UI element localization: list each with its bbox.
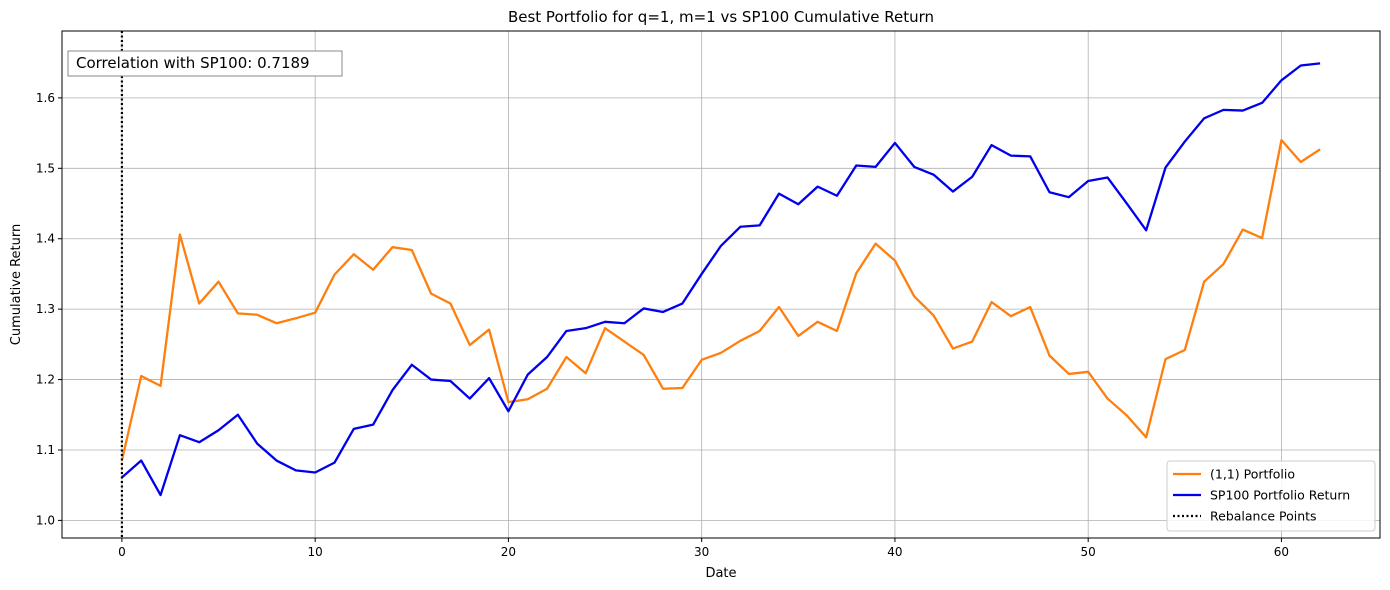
y-tick-label: 1.1 (36, 443, 55, 457)
chart-title: Best Portfolio for q=1, m=1 vs SP100 Cum… (508, 8, 934, 26)
series-line-0 (120, 138, 1321, 461)
plot-frame (61, 30, 1381, 539)
ticks: 0 10 20 30 40 50 60 1.0 1.1 1.2 1.3 1.4 1.5 1.6 (36, 91, 1289, 559)
x-tick-label: 0 (118, 545, 126, 559)
correlation-annotation: Correlation with SP100: 0.7189 (67, 50, 343, 77)
series-layer (120, 31, 1321, 538)
y-axis-label: Cumulative Return (9, 224, 24, 345)
annotation-box (67, 50, 343, 77)
x-axis-label: Date (705, 566, 736, 581)
y-tick-label: 1.4 (36, 232, 55, 246)
legend-box (1166, 460, 1376, 532)
y-tick-label: 1.5 (36, 161, 55, 175)
legend-label-sp100: SP100 Portfolio Return (1210, 488, 1350, 503)
y-tick-label: 1.2 (36, 373, 55, 387)
x-tick-label: 30 (694, 545, 709, 559)
x-tick-label: 40 (887, 545, 902, 559)
annotation-text: Correlation with SP100: 0.7189 (76, 54, 310, 72)
y-tick-label: 1.3 (36, 302, 55, 316)
legend-label-rebalance: Rebalance Points (1210, 509, 1317, 524)
legend: (1,1) Portfolio SP100 Portfolio Return R… (1166, 460, 1376, 532)
y-tick-label: 1.6 (36, 91, 55, 105)
legend-label-portfolio: (1,1) Portfolio (1210, 467, 1295, 482)
x-tick-label: 50 (1081, 545, 1096, 559)
x-tick-label: 10 (308, 545, 323, 559)
y-tick-label: 1.0 (36, 513, 55, 527)
x-tick-label: 60 (1274, 545, 1289, 559)
x-tick-label: 20 (501, 545, 516, 559)
series-line-1 (121, 62, 1321, 497)
